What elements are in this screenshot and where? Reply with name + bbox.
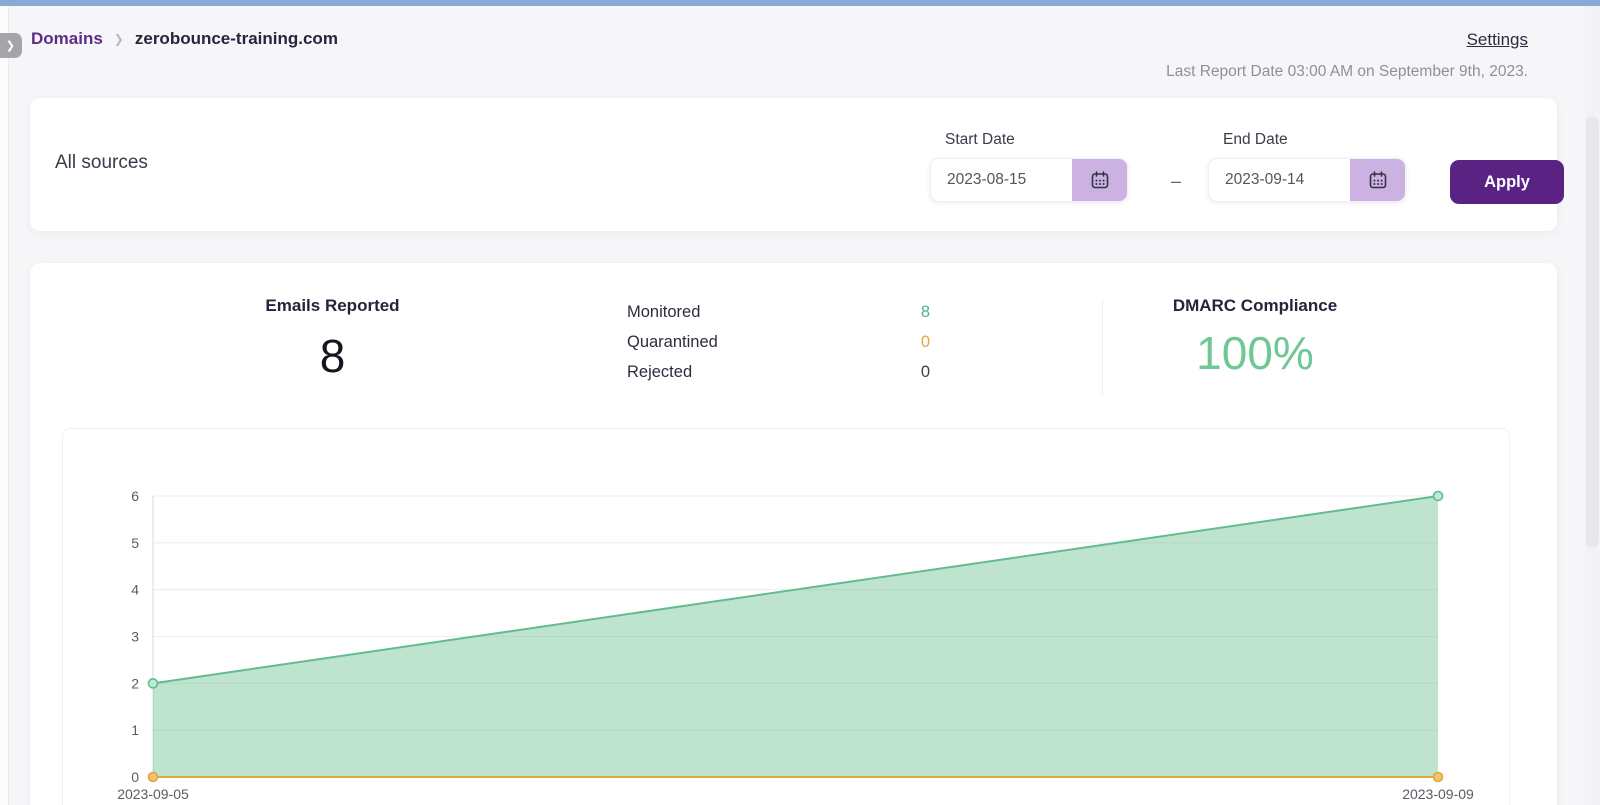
sidebar-expand-button[interactable]: ❯ [0, 33, 22, 58]
email-volume-chart-card: 0 1 2 3 4 5 6 2023-09-05 2023-09-09 [62, 428, 1510, 805]
calendar-icon [1091, 171, 1108, 189]
dmarc-compliance-stat: DMARC Compliance 100% [1107, 296, 1403, 380]
end-date-field [1208, 158, 1406, 202]
end-date-input[interactable] [1209, 159, 1350, 201]
end-date-label: End Date [1223, 131, 1288, 148]
svg-text:1: 1 [131, 722, 139, 738]
source-filter-card: All sources Start Date – [30, 98, 1564, 231]
top-progress-bar [0, 0, 1600, 6]
vertical-scrollbar-thumb[interactable] [1586, 116, 1599, 548]
breadcrumb-current-domain: zerobounce-training.com [134, 29, 338, 48]
dmarc-compliance-value: 100% [1196, 327, 1314, 379]
svg-text:3: 3 [131, 629, 139, 645]
svg-text:2: 2 [131, 675, 139, 691]
end-date-group: End Date [1208, 131, 1406, 202]
svg-text:5: 5 [131, 535, 139, 551]
apply-button[interactable]: Apply [1450, 160, 1564, 204]
date-range-separator: – [1171, 171, 1182, 191]
email-volume-area-chart: 0 1 2 3 4 5 6 2023-09-05 2023-09-09 [117, 488, 1474, 802]
emails-reported-label: Emails Reported [265, 296, 400, 315]
monitored-row: Monitored 8 [627, 303, 930, 322]
disposition-stats: Monitored 8 Quarantined 0 Rejected 0 [627, 303, 930, 393]
report-summary-card: Emails Reported 8 Monitored 8 Quarantine… [30, 263, 1557, 805]
start-date-group: Start Date [930, 131, 1128, 202]
emails-reported-value: 8 [319, 330, 346, 382]
start-date-calendar-button[interactable] [1072, 159, 1127, 201]
start-date-field [930, 158, 1128, 202]
sources-title: All sources [55, 152, 148, 173]
last-report-date: Last Report Date 03:00 AM on September 9… [1166, 63, 1528, 80]
start-date-label: Start Date [945, 131, 1015, 148]
dmarc-compliance-label: DMARC Compliance [1172, 296, 1338, 315]
emails-reported-stat: Emails Reported 8 [180, 296, 485, 383]
svg-text:4: 4 [131, 582, 139, 598]
collapsed-sidebar-edge [0, 6, 9, 805]
rejected-label: Rejected [627, 363, 693, 381]
settings-link[interactable]: Settings [1466, 30, 1528, 49]
vertical-scrollbar-track[interactable] [1585, 6, 1600, 805]
svg-text:6: 6 [131, 488, 139, 504]
rejected-row: Rejected 0 [627, 363, 930, 382]
svg-text:2023-09-05: 2023-09-05 [117, 786, 189, 802]
monitored-label: Monitored [627, 303, 701, 321]
quarantined-row: Quarantined 0 [627, 333, 930, 352]
quarantined-label: Quarantined [627, 333, 718, 351]
stats-divider [1102, 299, 1103, 395]
svg-text:2023-09-09: 2023-09-09 [1402, 786, 1474, 802]
breadcrumb-domains-link[interactable]: Domains [31, 29, 103, 48]
svg-text:0: 0 [131, 769, 139, 785]
start-date-input[interactable] [931, 159, 1072, 201]
monitored-value: 8 [920, 303, 930, 321]
chevron-right-icon: ❯ [5, 40, 15, 52]
end-date-calendar-button[interactable] [1350, 159, 1405, 201]
calendar-icon [1369, 171, 1386, 189]
rejected-value: 0 [920, 363, 930, 381]
quarantined-value: 0 [920, 333, 930, 351]
breadcrumb: Domains ❯ zerobounce-training.com [31, 29, 338, 49]
chevron-right-icon: ❯ [113, 32, 124, 46]
